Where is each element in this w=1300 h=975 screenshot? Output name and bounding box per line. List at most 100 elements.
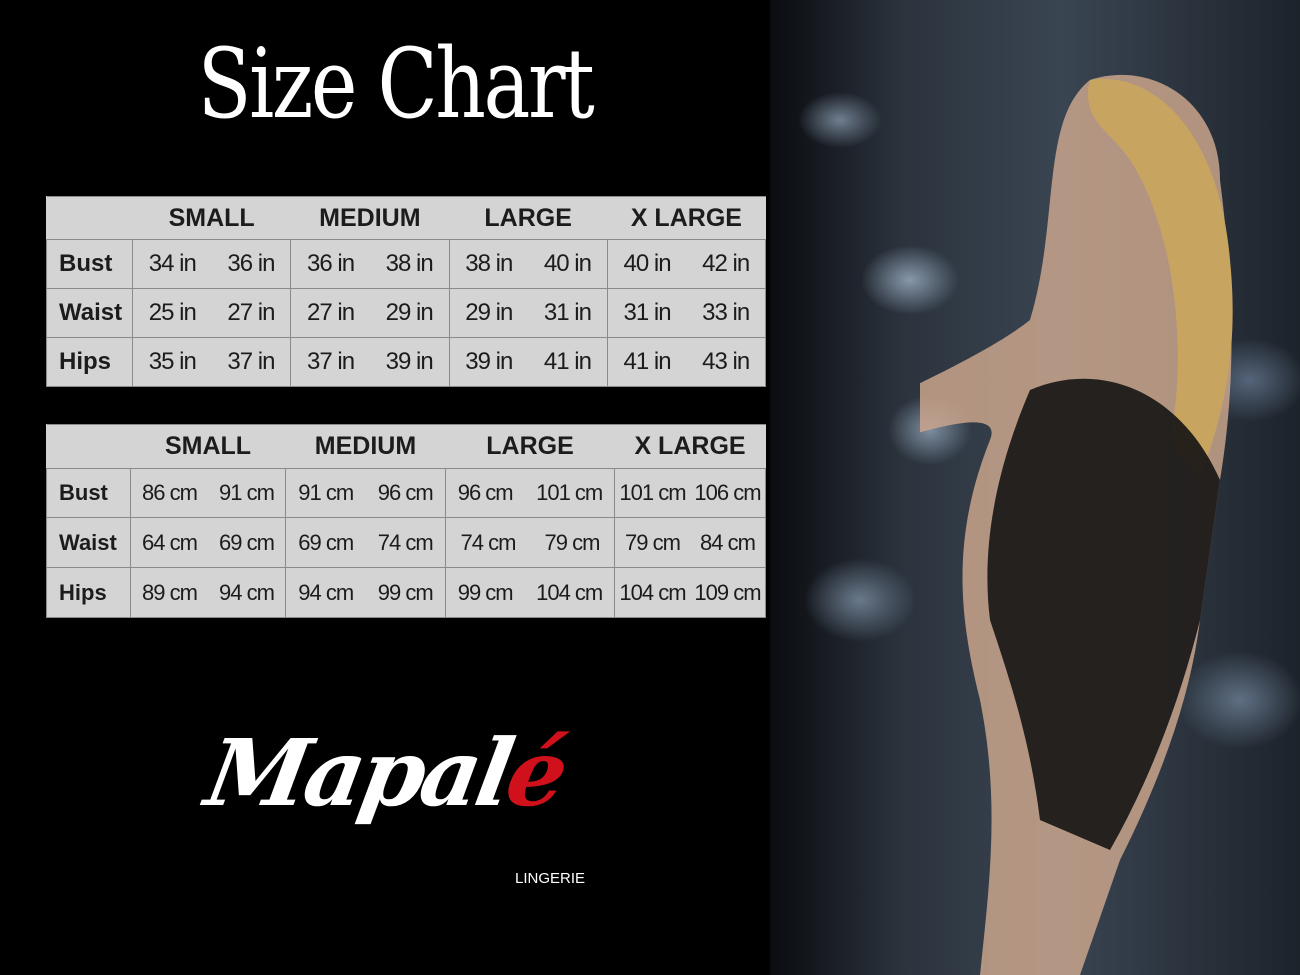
- size-header: MEDIUM: [290, 196, 449, 240]
- logo-sub: LINGERIE: [515, 870, 585, 887]
- empty-header-cell: [46, 424, 131, 469]
- size-table-inches: SMALL MEDIUM LARGE X LARGE Bust 34 in 36 i…: [46, 196, 767, 387]
- logo-brand: Mapalé: [196, 719, 573, 827]
- measurement-value: 38 in: [385, 250, 434, 277]
- measurement-value: 101 cm: [536, 480, 603, 506]
- size-header: X LARGE: [614, 424, 766, 469]
- measurement-value: 43 in: [702, 348, 750, 375]
- measurement-value: 25 in: [148, 299, 197, 326]
- table-header-row: SMALL MEDIUM LARGE X LARGE: [46, 196, 766, 240]
- table-row: Waist 25 in 27 in 27 in 29 in 29 in 31 in 31 in…: [46, 288, 767, 338]
- size-range-cell: 64 cm 69 cm: [130, 517, 286, 569]
- measurement-value: 104 cm: [619, 579, 686, 605]
- measurement-value: 36 in: [307, 250, 355, 277]
- measurement-value: 96 cm: [457, 480, 514, 506]
- size-range-cell: 96 cm 101 cm: [445, 467, 615, 519]
- size-range-cell: 79 cm 84 cm: [614, 517, 766, 569]
- measurement-value: 74 cm: [460, 529, 517, 555]
- size-range-cell: 104 cm 109 cm: [614, 567, 766, 618]
- measurement-value: 38 in: [465, 250, 513, 277]
- measurement-value: 42 in: [702, 250, 750, 277]
- size-range-cell: 34 in 36 in: [131, 239, 292, 289]
- measurement-value: 69 cm: [219, 529, 275, 555]
- measurement-value: 36 in: [227, 250, 275, 277]
- measurement-value: 101 cm: [619, 480, 686, 506]
- measurement-value: 79 cm: [625, 529, 681, 555]
- empty-header-cell: [46, 196, 133, 240]
- model-silhouette: [920, 75, 1233, 975]
- measurement-value: 79 cm: [544, 529, 601, 555]
- measurement-label: Hips: [46, 337, 133, 387]
- size-table-centimeters: SMALL MEDIUM LARGE X LARGE Bust 86 cm 91 c…: [46, 424, 766, 618]
- measurement-value: 74 cm: [377, 529, 434, 555]
- measurement-value: 39 in: [465, 348, 513, 375]
- size-range-cell: 89 cm 94 cm: [130, 567, 286, 618]
- measurement-label: Bust: [46, 467, 131, 519]
- size-header: SMALL: [130, 424, 286, 469]
- measurement-value: 99 cm: [377, 579, 434, 605]
- measurement-value: 29 in: [385, 299, 434, 326]
- measurement-value: 69 cm: [298, 529, 354, 555]
- measurement-value: 94 cm: [219, 579, 275, 605]
- measurement-label: Bust: [46, 239, 133, 289]
- measurement-value: 35 in: [148, 348, 197, 375]
- measurement-value: 84 cm: [700, 529, 756, 555]
- mapale-logo: Mapalé LINGERIE: [196, 719, 585, 887]
- table-header-row: SMALL MEDIUM LARGE X LARGE: [46, 424, 766, 469]
- measurement-value: 40 in: [543, 250, 592, 277]
- size-range-cell: 40 in 42 in: [606, 239, 767, 289]
- measurement-value: 99 cm: [457, 579, 514, 605]
- size-range-cell: 38 in 40 in: [448, 239, 608, 289]
- measurement-label: Hips: [46, 567, 131, 618]
- size-range-cell: 29 in 31 in: [448, 288, 608, 338]
- measurement-value: 33 in: [702, 299, 750, 326]
- measurement-value: 39 in: [385, 348, 434, 375]
- measurement-value: 86 cm: [142, 480, 198, 506]
- table-row: Bust 34 in 36 in 36 in 38 in 38 in 40 in 40 in 4…: [46, 239, 767, 289]
- measurement-value: 106 cm: [694, 480, 761, 506]
- table-row: Bust 86 cm 91 cm 91 cm 96 cm 96 cm 101 cm 101 c…: [46, 467, 766, 519]
- size-range-cell: 36 in 38 in: [290, 239, 450, 289]
- measurement-value: 91 cm: [219, 480, 275, 506]
- measurement-value: 37 in: [307, 348, 355, 375]
- measurement-value: 31 in: [623, 299, 672, 326]
- size-range-cell: 69 cm 74 cm: [285, 517, 446, 569]
- size-range-cell: 94 cm 99 cm: [285, 567, 446, 618]
- size-range-cell: 37 in 39 in: [290, 337, 450, 387]
- measurement-value: 89 cm: [142, 579, 198, 605]
- size-range-cell: 91 cm 96 cm: [285, 467, 446, 519]
- measurement-value: 31 in: [543, 299, 592, 326]
- size-header: SMALL: [132, 196, 291, 240]
- measurement-value: 109 cm: [694, 579, 761, 605]
- measurement-value: 37 in: [227, 348, 275, 375]
- table-row: Waist 64 cm 69 cm 69 cm 74 cm 74 cm 79 cm 79 cm…: [46, 517, 766, 569]
- measurement-value: 40 in: [623, 250, 672, 277]
- size-range-cell: 86 cm 91 cm: [130, 467, 286, 519]
- size-range-cell: 101 cm 106 cm: [614, 467, 766, 519]
- size-range-cell: 27 in 29 in: [290, 288, 450, 338]
- measurement-value: 104 cm: [536, 579, 603, 605]
- measurement-value: 27 in: [307, 299, 355, 326]
- measurement-value: 34 in: [148, 250, 197, 277]
- measurement-value: 41 in: [623, 348, 672, 375]
- size-header: MEDIUM: [285, 424, 446, 469]
- size-range-cell: 39 in 41 in: [448, 337, 608, 387]
- measurement-value: 27 in: [227, 299, 275, 326]
- measurement-value: 94 cm: [298, 579, 354, 605]
- size-range-cell: 25 in 27 in: [131, 288, 292, 338]
- measurement-value: 64 cm: [142, 529, 198, 555]
- measurement-value: 29 in: [465, 299, 513, 326]
- size-range-cell: 31 in 33 in: [606, 288, 767, 338]
- size-range-cell: 41 in 43 in: [606, 337, 767, 387]
- page-title: Size Chart: [197, 28, 595, 140]
- table-row: Hips 89 cm 94 cm 94 cm 99 cm 99 cm 104 cm 104 c…: [46, 567, 766, 618]
- table-row: Hips 35 in 37 in 37 in 39 in 39 in 41 in 41 in 4…: [46, 337, 767, 387]
- measurement-label: Waist: [46, 517, 131, 569]
- size-range-cell: 74 cm 79 cm: [445, 517, 615, 569]
- measurement-value: 96 cm: [377, 480, 434, 506]
- size-header: LARGE: [445, 424, 615, 469]
- model-photo: [770, 0, 1300, 975]
- size-range-cell: 99 cm 104 cm: [445, 567, 615, 618]
- size-header: X LARGE: [607, 196, 766, 240]
- measurement-value: 41 in: [543, 348, 592, 375]
